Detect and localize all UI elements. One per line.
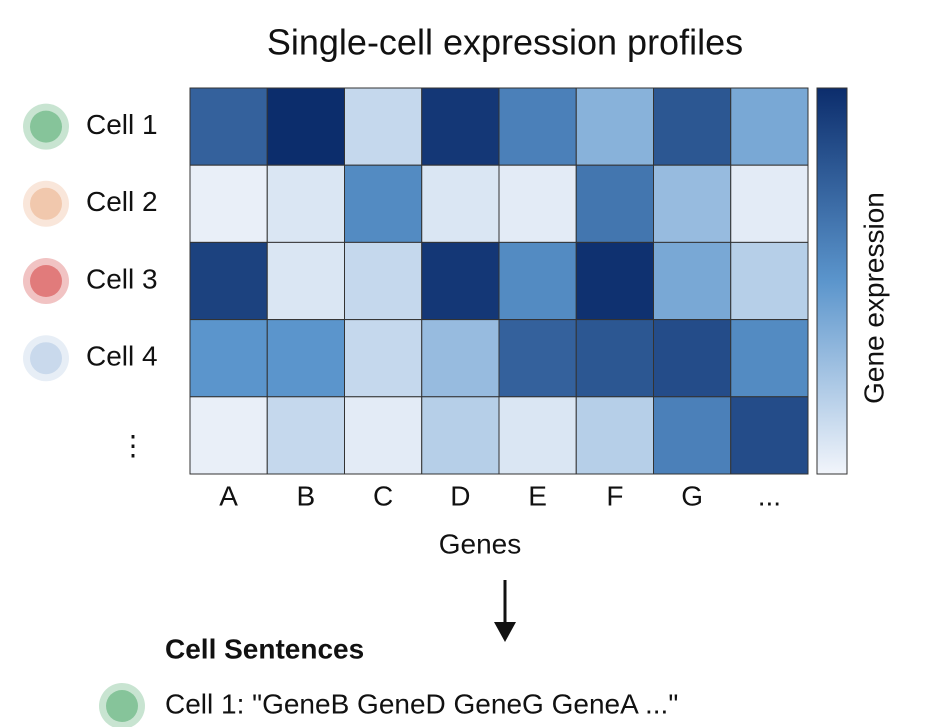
y-tick-label: Cell 3 [86,263,158,294]
heatmap-cell [498,87,577,166]
heatmap-cell [344,241,423,321]
x-axis-label: Genes [439,528,522,559]
heatmap-cell [344,319,423,398]
heatmap-cell [575,164,654,243]
heatmap-cell [421,396,500,475]
heatmap-cell [266,319,345,398]
x-tick-label: E [528,480,547,511]
cell-marker [30,187,62,220]
heatmap-cell [266,87,345,166]
heatmap-cell [498,319,577,398]
cell-marker [30,110,62,143]
cell-marker [30,342,62,375]
x-tick-label: ... [758,480,781,511]
x-tick-label: G [681,480,703,511]
heatmap-cell [421,319,500,398]
heatmap-cell [189,164,268,243]
heatmap-cell [266,241,345,321]
heatmap-cell [730,319,809,398]
x-tick-label: D [450,480,470,511]
cell-marker [30,265,62,297]
heatmap-cell [266,396,345,475]
colorbar-label: Gene expression [858,192,889,404]
heatmap-cell [653,319,732,398]
heatmap-cell [653,396,732,475]
heatmap-cell [653,87,732,166]
heatmap-cell [498,164,577,243]
colorbar [816,87,848,475]
x-tick-label: A [219,480,238,511]
heatmap-cell [730,164,809,243]
heatmap-cell [575,87,654,166]
arrow-head [494,622,516,642]
heatmap-cell [575,396,654,475]
heatmap-cell [498,241,577,321]
heatmap-cell [344,396,423,475]
heatmap-cell [189,396,268,475]
x-tick-label: F [606,480,623,511]
heatmap-cell [421,164,500,243]
heatmap-cell [421,87,500,166]
heatmap-cell [498,396,577,475]
y-tick-label: Cell 1 [86,109,158,140]
heatmap-cell [730,396,809,475]
heatmap-cell [421,241,500,321]
x-tick-label: C [373,480,393,511]
heatmap-cell [189,241,268,321]
y-tick-label: Cell 4 [86,341,158,372]
y-tick-label: Cell 2 [86,186,158,217]
heatmap-cell [189,87,268,166]
heatmap-cell [575,319,654,398]
heatmap-cell [189,319,268,398]
heatmap-cell [730,87,809,166]
heatmap-cell [266,164,345,243]
x-tick-label: B [297,480,316,511]
y-tick-label: ⋮ [119,430,147,461]
heatmap-cell [344,164,423,243]
cell-sentence: Cell 1: "GeneB GeneD GeneG GeneA ..." [165,688,678,719]
heatmap-cell [653,164,732,243]
sentence-marker [106,690,138,722]
heatmap-cell [575,241,654,321]
heatmap-cell [730,241,809,321]
chart-title: Single-cell expression profiles [267,22,743,63]
heatmap-cell [344,87,423,166]
heatmap-cell [653,241,732,321]
section-title: Cell Sentences [165,633,364,664]
